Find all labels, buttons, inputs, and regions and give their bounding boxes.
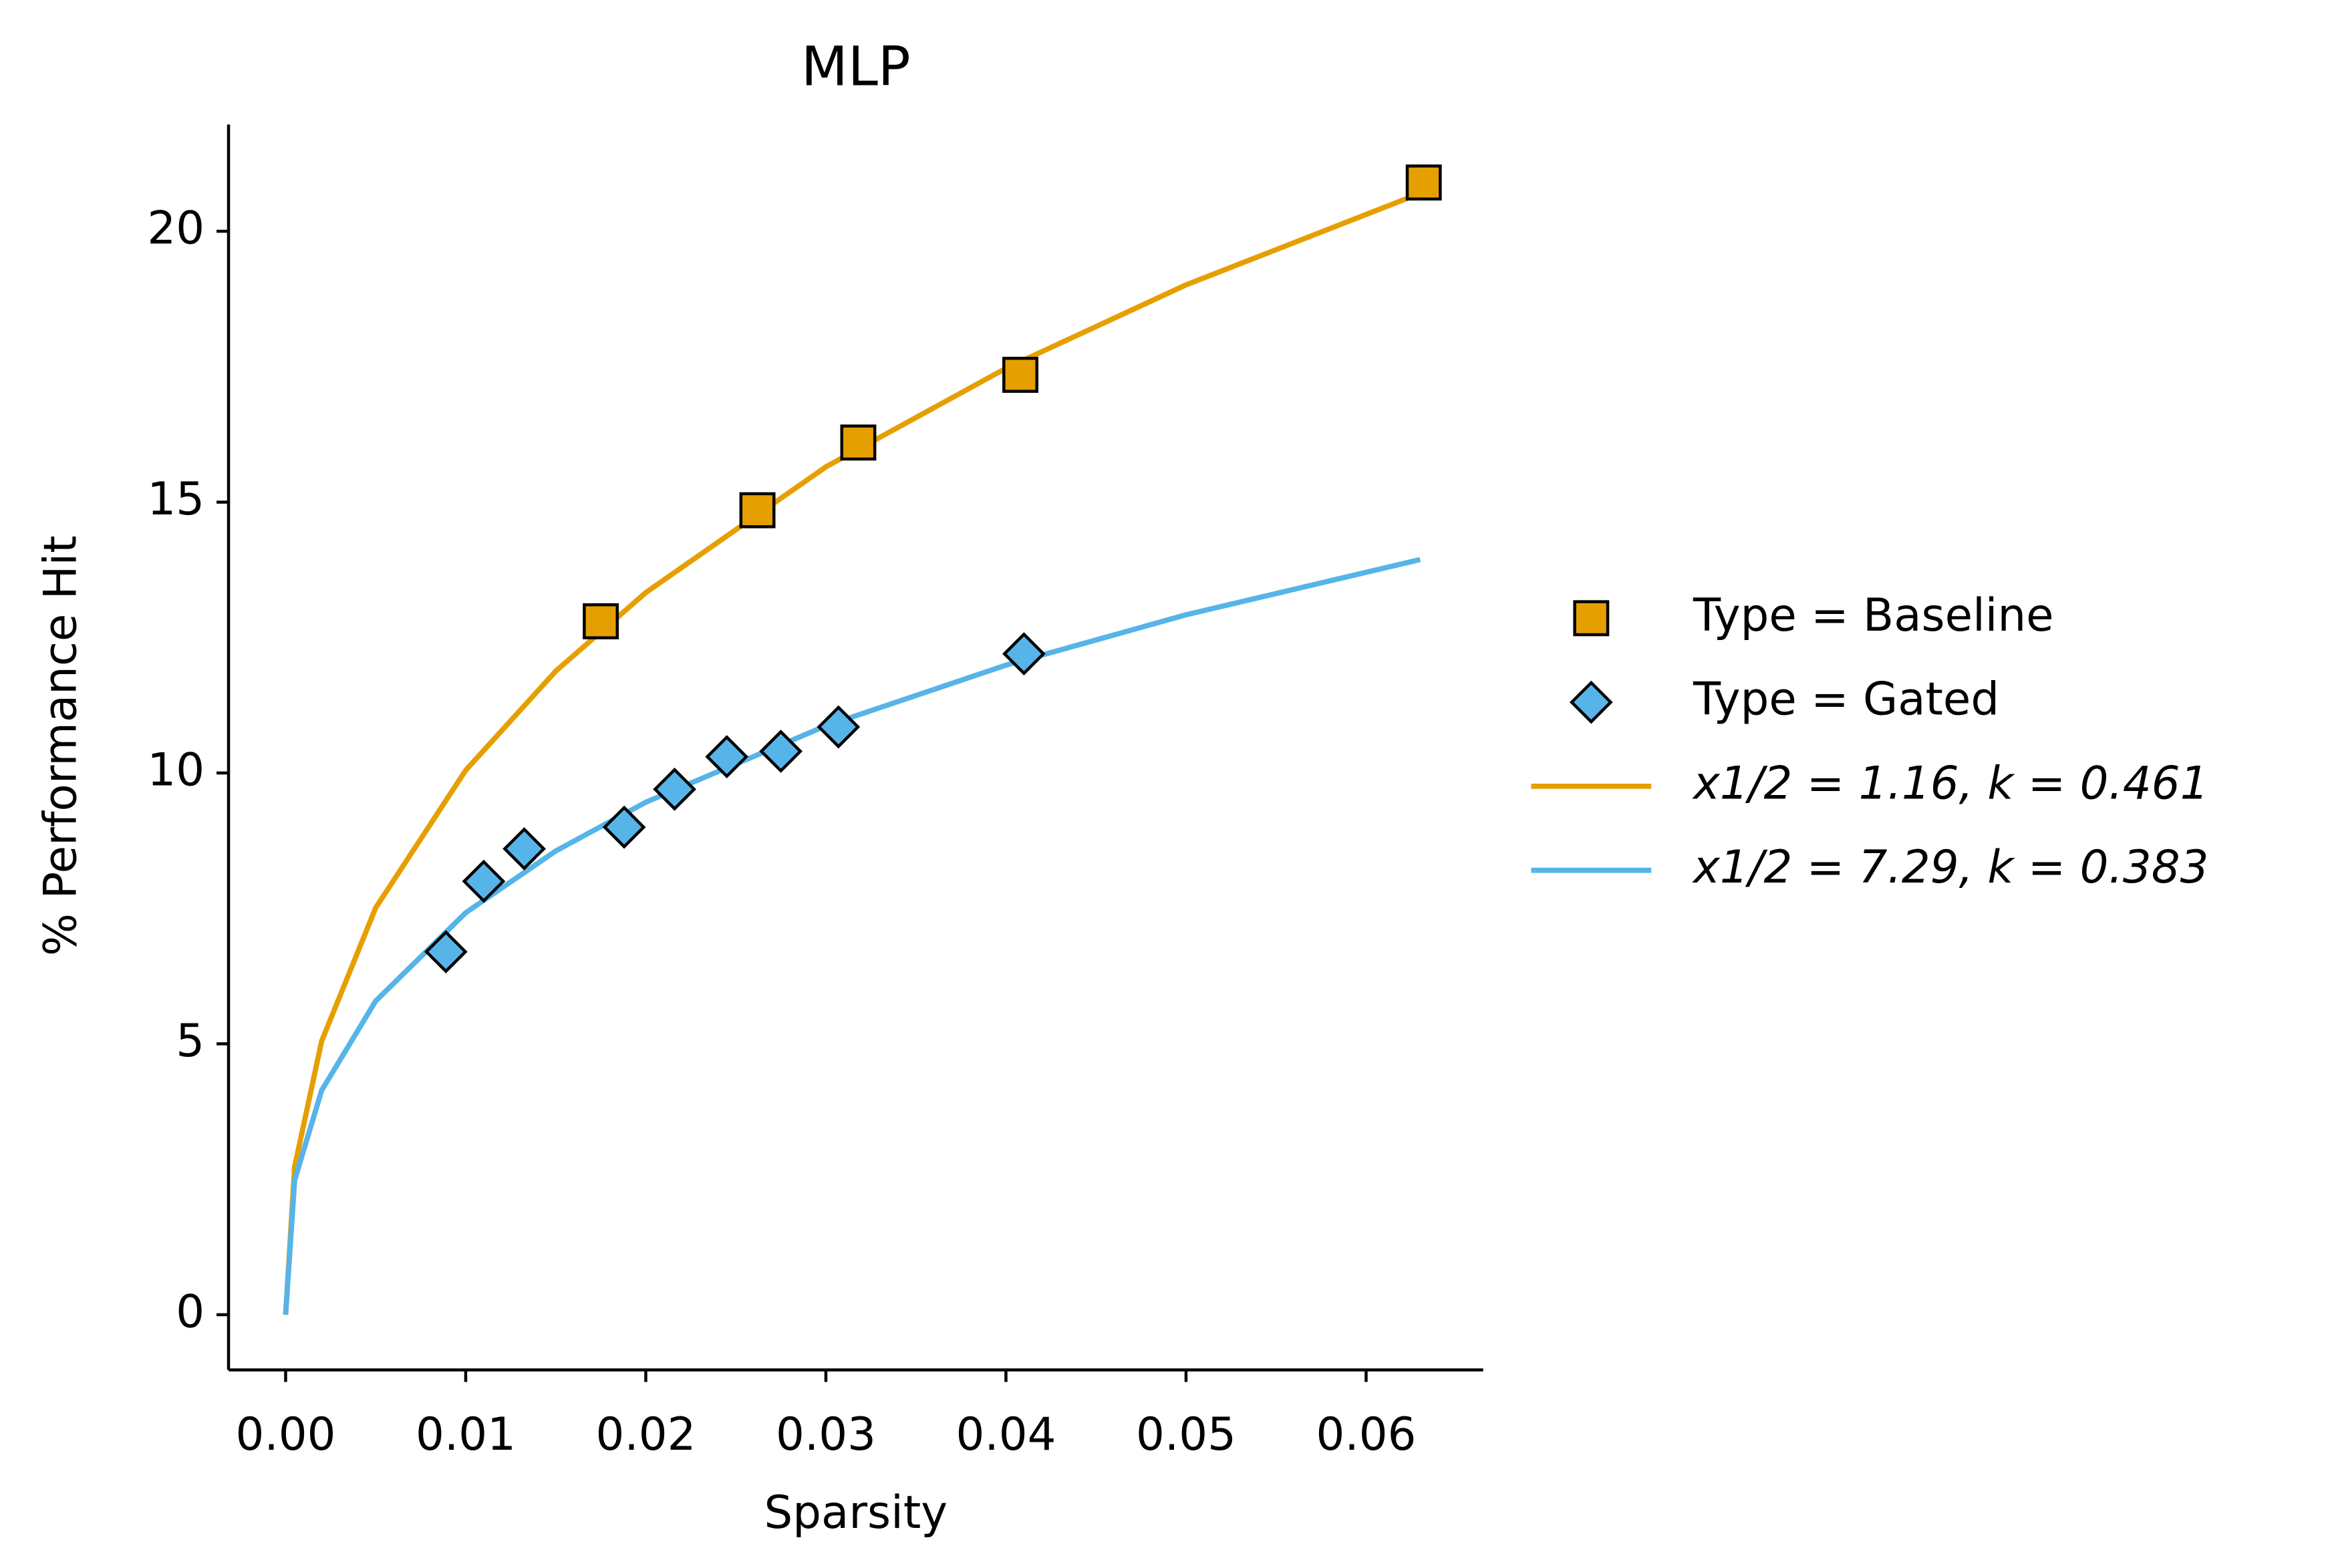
data-point	[1002, 357, 1038, 393]
data-point	[653, 767, 696, 811]
legend-label: x1/2 = 1.16, k = 0.461	[1692, 756, 2208, 809]
data-point	[705, 735, 749, 779]
x-axis-label: Sparsity	[764, 1486, 948, 1539]
legend-label: Type = Gated	[1693, 673, 1999, 726]
data-point	[840, 424, 877, 461]
legend-label: x1/2 = 7.29, k = 0.383	[1692, 840, 2208, 893]
data-point	[583, 603, 619, 639]
data-point	[817, 705, 861, 749]
data-point	[739, 492, 776, 528]
fit-line	[283, 190, 1421, 1315]
y-axis-label: % Performance Hit	[34, 535, 87, 955]
x-tick-label: 0.01	[416, 1408, 516, 1460]
data-point	[462, 859, 506, 903]
data-point	[502, 827, 546, 871]
y-tick-label: 10	[147, 744, 204, 796]
data-point	[759, 730, 803, 773]
x-tick-label: 0.05	[1136, 1408, 1236, 1460]
data-point	[602, 805, 646, 849]
legend-label: Type = Baseline	[1693, 589, 2054, 641]
chart-title: MLP	[801, 36, 911, 99]
data-point	[1405, 164, 1442, 201]
x-tick-label: 0.06	[1316, 1408, 1416, 1460]
data-point	[424, 930, 468, 973]
x-tick-label: 0.04	[956, 1408, 1056, 1460]
y-tick-label: 15	[147, 472, 204, 525]
fit-line	[283, 557, 1421, 1315]
legend-marker	[1573, 600, 1610, 637]
y-tick-label: 20	[147, 202, 204, 255]
legend-marker	[1569, 680, 1613, 724]
y-tick-label: 0	[176, 1285, 204, 1338]
x-tick-label: 0.03	[776, 1408, 876, 1460]
x-tick-label: 0.00	[235, 1408, 335, 1460]
y-tick-label: 5	[176, 1014, 204, 1067]
data-point	[1002, 632, 1046, 675]
x-tick-label: 0.02	[595, 1408, 696, 1460]
